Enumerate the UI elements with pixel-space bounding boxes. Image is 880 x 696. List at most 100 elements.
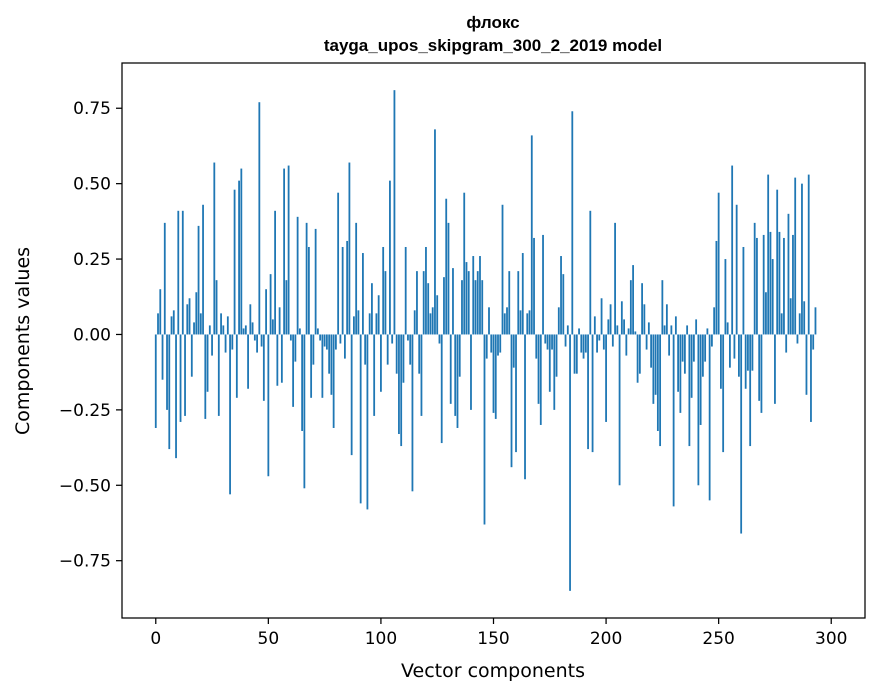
- bar: [560, 256, 562, 335]
- bar: [695, 319, 698, 335]
- bar: [235, 334, 238, 398]
- x-tick-label: 250: [702, 629, 734, 649]
- bar: [722, 334, 725, 453]
- bar: [265, 289, 267, 335]
- bar: [672, 334, 675, 507]
- bar: [348, 162, 351, 335]
- bar: [483, 334, 486, 525]
- bar: [168, 334, 171, 450]
- x-axis-label: Vector components: [401, 660, 585, 682]
- bar: [789, 298, 792, 335]
- bar: [443, 277, 445, 335]
- bar: [472, 256, 475, 335]
- bar: [517, 271, 520, 335]
- bar: [334, 334, 337, 350]
- bar: [211, 334, 213, 356]
- bar: [416, 271, 418, 335]
- bar: [445, 198, 448, 335]
- bar: [587, 334, 589, 450]
- bar: [319, 334, 322, 341]
- bar: [242, 328, 245, 335]
- bar: [425, 246, 427, 335]
- bar: [573, 334, 576, 374]
- bar: [611, 334, 614, 347]
- bar: [429, 313, 432, 335]
- bar: [575, 334, 578, 374]
- x-tick-label: 200: [590, 629, 622, 649]
- bar: [377, 295, 380, 335]
- bar: [542, 234, 544, 335]
- bar: [175, 334, 177, 459]
- bar: [157, 313, 159, 335]
- bar: [226, 316, 229, 335]
- bar: [515, 334, 517, 453]
- bar: [434, 129, 436, 335]
- bar: [307, 246, 310, 335]
- bar: [231, 334, 234, 350]
- bar: [519, 310, 522, 335]
- bar: [398, 334, 400, 435]
- bar: [652, 334, 655, 404]
- bar: [499, 334, 502, 353]
- bar: [296, 216, 299, 335]
- bar: [562, 274, 565, 335]
- bar: [366, 334, 369, 510]
- bar: [501, 204, 504, 335]
- bar: [735, 204, 738, 335]
- bar: [654, 334, 657, 395]
- bar: [535, 334, 538, 359]
- bar: [533, 237, 535, 335]
- bar: [778, 231, 781, 335]
- bar: [400, 334, 403, 447]
- bar: [796, 334, 799, 344]
- bar: [571, 111, 574, 335]
- bar: [814, 307, 817, 335]
- bar: [742, 246, 745, 335]
- bar: [643, 304, 646, 335]
- bar: [582, 334, 585, 359]
- x-tick-label: 100: [365, 629, 397, 649]
- bar: [280, 334, 283, 383]
- y-axis-label: Components values: [12, 247, 34, 435]
- bar: [726, 322, 729, 335]
- bar: [555, 334, 558, 377]
- bar: [479, 256, 481, 335]
- bar: [681, 334, 684, 362]
- bar: [756, 237, 758, 335]
- bar: [787, 213, 790, 335]
- bar: [618, 334, 621, 486]
- bar: [584, 334, 587, 353]
- bar: [733, 334, 736, 359]
- bar: [251, 322, 254, 335]
- bar: [181, 210, 184, 335]
- bar: [190, 334, 193, 377]
- bar: [569, 334, 571, 591]
- bar: [247, 334, 249, 389]
- y-tick-label: −0.25: [59, 401, 111, 421]
- bar: [602, 334, 605, 350]
- bar: [420, 334, 423, 416]
- bar: [303, 334, 306, 489]
- x-tick-label: 300: [815, 629, 847, 649]
- bar: [172, 310, 175, 335]
- bar: [362, 253, 364, 335]
- bar: [285, 280, 288, 335]
- bar: [217, 334, 220, 416]
- bar: [801, 183, 803, 335]
- bar: [771, 259, 774, 335]
- bar: [497, 334, 499, 356]
- y-axis-ticks: −0.75 −0.50 −0.25 0.00 0.25 0.50 0.75: [59, 99, 122, 572]
- bar: [807, 174, 810, 335]
- bar: [454, 334, 457, 416]
- plot-frame: [121, 62, 866, 619]
- bar: [310, 334, 313, 398]
- bar: [373, 334, 376, 416]
- bar: [357, 310, 360, 335]
- bar: [301, 334, 304, 431]
- bar: [665, 304, 668, 335]
- bar: [803, 301, 806, 335]
- bar: [697, 334, 700, 486]
- bar: [458, 334, 461, 377]
- bar: [344, 334, 346, 359]
- bar: [699, 334, 702, 425]
